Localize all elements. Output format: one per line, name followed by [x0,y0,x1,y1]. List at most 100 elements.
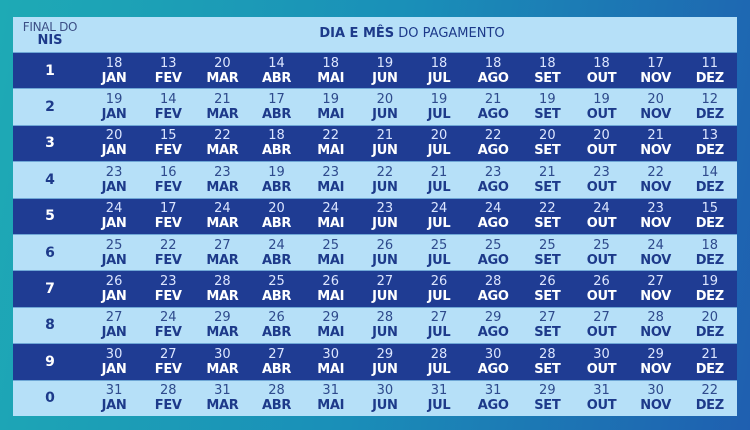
payment-month: OUT [586,398,617,414]
payment-day: 31 [322,383,339,399]
payment-date-cell: 29 JUN [358,344,412,379]
payment-day: 29 [214,310,231,326]
payment-date-cell: 24 OUT [574,199,628,234]
payment-day: 31 [593,383,610,399]
payment-date-cell: 22 SET [520,199,574,234]
payment-day: 19 [539,92,556,108]
table-row: 0 31 JAN 28 FEV 31 MAR 28 ABR 31 MAI 30 JUN 31 JUL 31 AG… [13,379,737,416]
payment-month: JAN [101,252,127,268]
payment-date-cell: 19 DEZ [683,271,737,306]
payment-day: 19 [105,92,123,108]
payment-day: 28 [430,346,448,362]
payment-day: 24 [430,201,448,217]
payment-date-cell: 31 MAI [304,381,358,416]
payment-month: FEV [154,143,182,159]
payment-date-cell: 20 JUN [358,89,412,124]
payment-date-cell: 20 MAR [195,53,249,88]
payment-date-cell: 24 MAI [304,199,358,234]
payment-month: AGO [477,361,509,377]
payment-month: OUT [586,107,617,123]
payment-date-cell: 16 FEV [141,162,195,197]
payment-date-cell: 25 SET [520,235,574,270]
payment-date-cell: 26 JAN [87,271,141,306]
payment-day: 30 [484,346,502,362]
payment-day: 26 [539,274,556,290]
payment-month: FEV [154,361,182,377]
payment-month: NOV [640,289,672,305]
payment-month: OUT [586,143,617,159]
payment-day: 30 [593,346,610,362]
nis-column-header: FINAL DO NIS [13,20,87,48]
payment-month: AGO [477,70,509,86]
payment-month: JAN [101,398,127,414]
payment-date-cell: 11 DEZ [683,53,737,88]
table-header: FINAL DO NIS DIA E MÊS DO PAGAMENTO [13,17,737,52]
payment-day: 20 [214,55,231,71]
payment-month: MAI [317,325,345,341]
payment-day: 24 [159,310,177,326]
table-body: 1 18 JAN 13 FEV 20 MAR 14 ABR 18 MAI 19 JUN 18 JUL 18 AG… [13,52,737,416]
payment-date-cell: 23 JUN [358,199,412,234]
payment-date-cell: 18 DEZ [683,235,737,270]
payment-month: OUT [586,289,617,305]
payment-date-cell: 29 SET [520,381,574,416]
payment-day: 25 [105,237,123,253]
payment-month: MAI [317,107,345,123]
payment-month: OUT [586,325,617,341]
payment-month: JAN [101,70,127,86]
payment-day: 22 [322,128,339,144]
payment-month: MAR [206,179,239,195]
payment-month: SET [534,107,561,123]
payment-month: NOV [640,70,672,86]
payment-day: 18 [430,55,448,71]
payment-day: 21 [484,92,502,108]
payment-day: 31 [430,383,448,399]
payment-day: 19 [593,92,610,108]
payment-month: SET [534,398,561,414]
payment-date-cell: 26 SET [520,271,574,306]
nis-digit: 1 [45,62,55,79]
payment-date-cell: 18 AGO [466,53,520,88]
payment-month: SET [534,143,561,159]
payment-date-cell: 20 DEZ [683,308,737,343]
payment-month: ABR [262,361,292,377]
payment-month: AGO [477,325,509,341]
payment-month: OUT [586,216,617,232]
payment-day: 18 [268,128,285,144]
payment-day: 22 [484,128,502,144]
payment-month: OUT [586,179,617,195]
payment-month: FEV [154,252,182,268]
payment-month: MAI [317,216,345,232]
payment-month: JUN [372,289,398,305]
payment-day: 28 [214,274,231,290]
payment-day: 26 [105,274,123,290]
payment-date-cell: 18 JUL [412,53,466,88]
nis-digit: 3 [45,135,55,152]
payment-date-cell: 18 JAN [87,53,141,88]
payment-month: FEV [154,179,182,195]
payment-day: 30 [214,346,231,362]
payment-date-cell: 26 OUT [574,271,628,306]
payment-day: 21 [539,164,556,180]
payment-month: ABR [262,325,292,341]
payment-day: 27 [430,310,448,326]
payment-month: JAN [101,289,127,305]
payment-month: OUT [586,361,617,377]
payment-month: JUL [427,252,451,268]
payment-month: JUL [427,289,451,305]
payment-day: 30 [647,383,664,399]
payment-month: NOV [640,361,672,377]
payment-date-cell: 24 JAN [87,199,141,234]
payment-date-cell: 20 ABR [249,199,303,234]
payment-day: 28 [484,274,502,290]
table-row: 7 26 JAN 23 FEV 28 MAR 25 ABR 26 MAI 27 JUN 26 JUL 28 AG… [13,270,737,307]
payment-date-cell: 28 NOV [629,308,683,343]
payment-date-cell: 23 MAR [195,162,249,197]
payment-day: 14 [268,55,285,71]
payment-date-cell: 29 AGO [466,308,520,343]
payment-day: 18 [105,55,123,71]
payment-date-cell: 21 SET [520,162,574,197]
payment-day: 27 [539,310,556,326]
payment-month: JUN [372,216,398,232]
payment-month: SET [534,252,561,268]
